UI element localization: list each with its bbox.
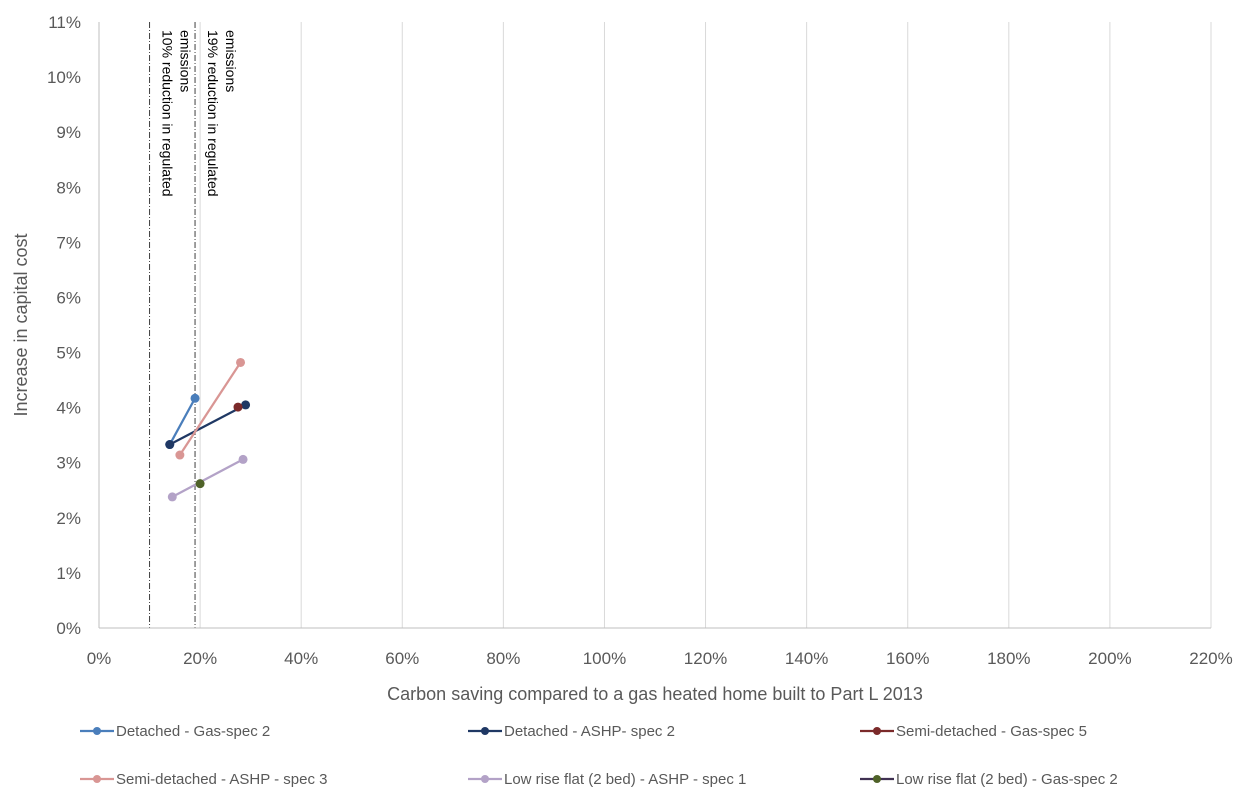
y-tick-label: 10% — [47, 68, 81, 87]
x-tick-label: 120% — [684, 649, 727, 668]
data-point — [190, 393, 200, 403]
series-line — [178, 361, 242, 456]
x-tick-label: 0% — [87, 649, 112, 668]
series-6 — [195, 479, 205, 489]
y-tick-label: 8% — [56, 178, 81, 197]
axes — [98, 22, 1211, 629]
legend-item-3: Semi-detached - Gas-spec 5 — [860, 723, 1087, 740]
legend-label: Semi-detached - Gas-spec 5 — [896, 723, 1087, 740]
y-tick-label: 7% — [56, 233, 81, 252]
reference-annotation-1: 10% reduction in regulated emissions — [160, 30, 194, 197]
y-tick-label: 1% — [56, 564, 81, 583]
x-tick-label: 20% — [183, 649, 217, 668]
x-tick-label: 100% — [583, 649, 626, 668]
y-tick-label: 4% — [56, 399, 81, 418]
series-4 — [175, 357, 246, 460]
series-line — [169, 403, 247, 446]
x-axis-title: Carbon saving compared to a gas heated h… — [387, 684, 923, 704]
y-tick-label: 3% — [56, 454, 81, 473]
legend-item-2: Detached - ASHP- spec 2 — [468, 723, 675, 740]
legend-label: Semi-detached - ASHP - spec 3 — [116, 771, 328, 788]
x-tick-label: 200% — [1088, 649, 1131, 668]
series-line — [171, 458, 244, 498]
legend-label: Detached - Gas-spec 2 — [116, 723, 270, 740]
data-point — [236, 357, 246, 367]
x-tick-label: 180% — [987, 649, 1030, 668]
legend-marker — [481, 727, 489, 735]
legend: Detached - Gas-spec 2 Detached - ASHP- sp… — [80, 723, 1118, 788]
data-series — [165, 357, 251, 502]
series-2 — [165, 400, 251, 450]
legend-marker — [93, 775, 101, 783]
legend-item-1: Detached - Gas-spec 2 — [80, 723, 270, 740]
data-point — [175, 450, 185, 460]
legend-marker — [873, 775, 881, 783]
legend-marker — [481, 775, 489, 783]
legend-label: Low rise flat (2 bed) - ASHP - spec 1 — [504, 771, 746, 788]
data-point — [241, 400, 251, 410]
x-tick-label: 40% — [284, 649, 318, 668]
series-5 — [167, 454, 248, 502]
legend-label: Low rise flat (2 bed) - Gas-spec 2 — [896, 771, 1118, 788]
data-point — [195, 479, 205, 489]
annotation-line: emissions — [223, 30, 239, 92]
vertical-gridlines — [199, 22, 1212, 628]
annotation-line: emissions — [178, 30, 194, 92]
annotation-line: 10% reduction in regulated — [160, 30, 176, 197]
x-tick-label: 80% — [486, 649, 520, 668]
legend-label: Detached - ASHP- spec 2 — [504, 723, 675, 740]
legend-marker — [873, 727, 881, 735]
y-tick-label: 6% — [56, 288, 81, 307]
tick-labels: 0% 1% 2% 3% 4% 5% 6% 7% 8% 9% 10% 11% 0% 20% 40% 60% 80%… — [47, 13, 1233, 668]
y-tick-label: 5% — [56, 344, 81, 363]
legend-item-5: Low rise flat (2 bed) - ASHP - spec 1 — [468, 771, 746, 788]
y-tick-label: 11% — [48, 13, 81, 32]
data-point — [165, 440, 175, 450]
legend-item-4: Semi-detached - ASHP - spec 3 — [80, 771, 328, 788]
x-tick-label: 160% — [886, 649, 929, 668]
legend-marker — [93, 727, 101, 735]
legend-item-6: Low rise flat (2 bed) - Gas-spec 2 — [860, 771, 1118, 788]
data-point — [238, 454, 248, 464]
y-tick-label: 0% — [56, 619, 81, 638]
reference-annotation-2: 19% reduction in regulated emissions — [205, 30, 239, 197]
y-tick-label: 9% — [56, 123, 81, 142]
y-axis-title: Increase in capital cost — [11, 233, 31, 416]
x-tick-label: 60% — [385, 649, 419, 668]
series-line — [168, 397, 197, 446]
x-tick-label: 140% — [785, 649, 828, 668]
reference-lines: 10% reduction in regulated emissions 19% r… — [149, 22, 239, 628]
x-tick-label: 220% — [1189, 649, 1232, 668]
annotation-line: 19% reduction in regulated — [205, 30, 221, 197]
series-3 — [233, 402, 243, 412]
y-tick-label: 2% — [56, 509, 81, 528]
data-point — [167, 492, 177, 502]
data-point — [233, 402, 243, 412]
